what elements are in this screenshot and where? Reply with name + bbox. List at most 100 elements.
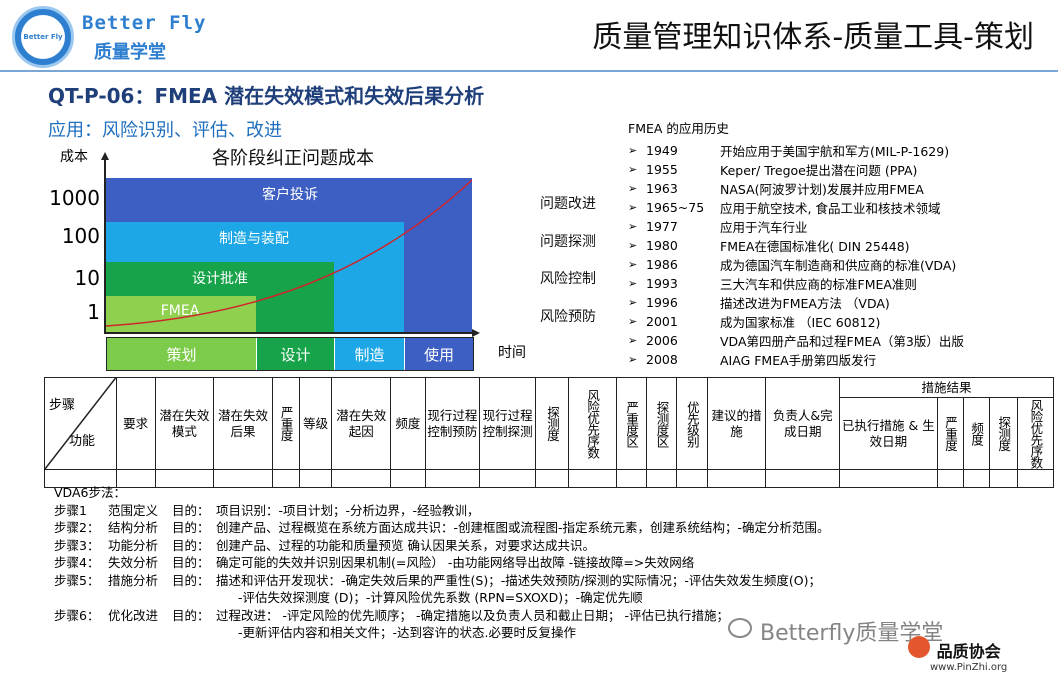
arrow-bullet-icon: ➢ [628,315,638,328]
arrow-bullet-icon: ➢ [628,258,638,271]
header-severity-degree: 严重度区 [615,377,648,470]
vda-step-purpose: 目的： [172,572,210,588]
header-failure-mode: 潜在失效模式 [154,377,215,470]
history-year: 2008 [646,352,678,367]
vda-title: VDA6步法： [54,485,126,500]
header-actions-taken: 已执行措施 & 生效日期 [839,397,938,470]
vda-step-label: 步骤6： [54,607,100,623]
vda-step-purpose: 目的： [172,502,210,518]
history-item: ➢ 1986 成为德国汽车制造商和供应商的标准(VDA) [628,255,964,274]
vda-step-name: 结构分析 [108,520,159,535]
table-cell [115,469,156,488]
vda-step-label: 步骤5： [54,572,100,588]
y-tick-1000: 1000 [49,186,100,210]
arrow-bullet-icon: ➢ [628,239,638,252]
stage-manufacturing: 制造 [335,338,405,370]
header-function: 功能 [69,434,96,449]
history-item: ➢ 1955 Keper/ Tregoe提出潜在问题 (PPA) [628,160,964,179]
history-item: ➢ 1949 开始应用于美国宇航和军方(MIL-P-1629) [628,141,964,160]
vda-step-text: 描述和评估开发现状：-确定失效后果的严重性(S)；-描述失效预防/探测的实际情况… [216,572,822,588]
vda-step: 步骤4： 失效分析 目的： 确定可能的失效并识别因果机制(=风险） -由功能网络导出故… [54,554,830,572]
arrow-bullet-icon: ➢ [628,353,638,366]
history-item: ➢ 1993 三大汽车和供应商的标准FMEA准则 [628,274,964,293]
table-cell [988,469,1018,488]
header-owner: 负责人&完成日期 [765,377,841,470]
wechat-icon [728,618,752,638]
arrow-bullet-icon: ➢ [628,277,638,290]
vda-step-text: 创建产品、过程的功能和质量预览 确认因果关系，对要求达成共识。 [216,537,595,553]
header-step-function: 步骤 功能 [44,377,117,470]
stage-row: 策划 设计 制造 使用 [106,337,474,371]
x-axis-label: 时间 [498,345,526,361]
y-axis-arrow [101,152,109,160]
table-cell [271,469,300,488]
vda-step-purpose: 目的： [172,520,210,535]
history-year: 1963 [646,181,678,196]
history-text: 成为国家标准 （IEC 60812) [720,315,881,330]
history-year: 1965~75 [646,200,705,215]
header-detection-degree: 探测度区 [645,377,678,470]
history-text: 描述改进为FMEA方法 （VDA) [720,296,890,311]
vda-step-label: 步骤4： [54,555,100,570]
stage-design: 设计 [257,338,335,370]
y-tick-1: 1 [87,300,100,324]
history-item: ➢ 1963 NASA(阿波罗计划)发展并应用FMEA [628,179,964,198]
history-text: 应用于汽车行业 [720,220,808,235]
history-title: FMEA 的应用历史 [628,121,729,136]
history-year: 1949 [646,143,678,158]
vda-step: 步骤1 范围定义 目的： 项目识别：-项目计划；-分析边界，-经验教训， [54,502,830,520]
vda-step: 步骤5： 措施分析 目的： 描述和评估开发现状：-确定失效后果的严重性(S)；-描述失… [54,572,830,590]
header-divider [0,70,1058,72]
table-cell [962,469,990,488]
table-cell [765,469,841,488]
header-rpn: 风险优先序数 [567,377,617,470]
header-priority: 优先级别 [676,377,708,470]
header-requirement: 要求 [115,377,156,470]
history-item: ➢ 2001 成为国家标准 （IEC 60812) [628,312,964,331]
header-class: 等级 [298,377,333,470]
history-text: VDA第四册产品和过程FMEA（第3版）出版 [720,334,964,349]
history-year: 1986 [646,257,678,272]
vda-step-text: 过程改进： -评定风险的优先顺序； -确定措施以及负责人员和截止日期； -评估已… [216,607,729,623]
y-axis [104,158,106,334]
vda-step-label: 步骤2： [54,520,100,535]
vda-step-text: 项目识别：-项目计划；-分析边界，-经验教训， [216,502,480,518]
vda-step: 步骤3： 功能分析 目的： 创建产品、过程的功能和质量预览 确认因果关系，对要求达成共… [54,537,830,555]
cost-curve [106,179,472,327]
vda-step-label: 步骤1 [54,502,87,518]
history-text: NASA(阿波罗计划)发展并应用FMEA [720,182,924,197]
table-cell [478,469,537,488]
fmea-table: 步骤 功能 要求 潜在失效模式 潜在失效后果 严重度 等级 潜在失效起因 频度 … [44,377,1055,488]
vda-step-name: 范围定义 [108,502,159,518]
vda-step-name: 优化改进 [108,607,159,623]
level-risk-prevention: 风险预防 [540,309,596,325]
table-cell [839,469,938,488]
block-label-customer-complaint: 客户投诉 [262,187,318,203]
application-text: 应用：风险识别、评估、改进 [48,120,282,141]
history-year: 1993 [646,276,678,291]
logo: Better Fly [12,6,74,68]
history-text: Keper/ Tregoe提出潜在问题 (PPA) [720,163,918,178]
header-result-detection: 探测度 [988,397,1018,470]
chart-title: 各阶段纠正问题成本 [212,148,374,169]
header-results: 措施结果 [839,377,1054,398]
history-text: 开始应用于美国宇航和军方(MIL-P-1629) [720,144,950,159]
header-result-occurrence: 频度 [962,397,990,470]
header-failure-effect: 潜在失效后果 [213,377,273,470]
header-cause: 潜在失效起因 [331,377,392,470]
vda-step-continuation: -评估失效探测度 (D)；-计算风险优先系数 (RPN=SXOXD)；-确定优先… [238,590,643,605]
level-problem-detection: 问题探测 [540,234,596,250]
page-title: 质量管理知识体系-质量工具-策划 [592,20,1034,55]
table-cell [936,469,964,488]
arrow-bullet-icon: ➢ [628,182,638,195]
arrow-bullet-icon: ➢ [628,163,638,176]
y-tick-10: 10 [74,266,100,290]
header-prevention: 现行过程控制预防 [424,377,480,470]
vda-step-continuation: -更新评估内容和相关文件；-达到容许的状态.必要时反复操作 [238,625,576,640]
history-year: 1955 [646,162,678,177]
header-detection: 探测度 [535,377,569,470]
header-result-rpn: 风险优先序数 [1016,397,1055,470]
history-text: 三大汽车和供应商的标准FMEA准则 [720,277,917,292]
y-tick-100: 100 [61,224,100,248]
x-axis [104,332,474,334]
